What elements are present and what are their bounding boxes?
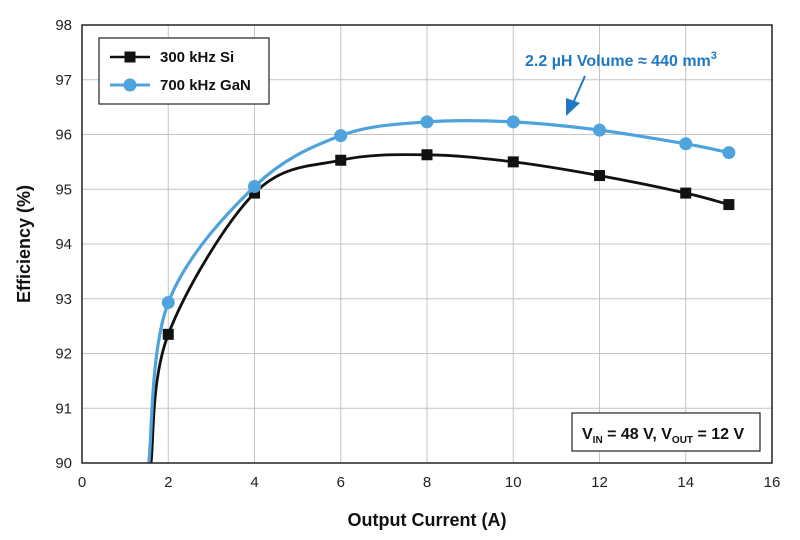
data-point-gan <box>593 123 606 137</box>
x-tick-label: 8 <box>423 474 431 491</box>
vout-subscript: OUT <box>672 435 693 446</box>
x-tick-label: 4 <box>250 474 258 491</box>
data-point-si <box>249 187 260 199</box>
data-point-gan <box>334 129 348 143</box>
x-tick-label: 16 <box>764 474 781 491</box>
data-point-si <box>723 199 735 211</box>
series-line-gan <box>147 118 730 464</box>
y-tick-label: 94 <box>55 236 72 253</box>
legend-marker-si <box>124 51 136 63</box>
x-tick-label: 6 <box>337 474 345 491</box>
x-tick-label: 12 <box>591 474 608 491</box>
data-point-si <box>594 170 605 182</box>
x-tick-label: 14 <box>677 474 694 491</box>
data-point-gan <box>161 296 175 310</box>
volume-annotation: 2.2 µH Volume ≈ 440 mm3 <box>525 50 717 116</box>
data-point-gan <box>679 137 693 151</box>
annotation-arrow-head <box>566 98 580 116</box>
y-tick-label: 90 <box>55 455 72 472</box>
conditions-text: VIN = 48 V, VOUT = 12 V <box>582 426 745 446</box>
data-point-si <box>335 154 347 166</box>
y-axis-title: Efficiency (%) <box>14 185 34 303</box>
grid <box>82 25 772 463</box>
vin-subscript: IN <box>593 435 603 446</box>
tick-labels: 0 2 4 6 8 10 12 14 16 90 91 92 93 94 95 96 97 98 <box>55 17 780 491</box>
x-tick-label: 0 <box>78 474 86 491</box>
y-tick-label: 96 <box>55 127 72 144</box>
data-point-si <box>421 149 433 161</box>
data-point-si <box>680 187 692 199</box>
y-tick-label: 93 <box>55 291 72 308</box>
legend-label-si: 300 kHz Si <box>160 49 234 66</box>
data-point-gan <box>506 115 520 129</box>
series-layer <box>147 115 736 464</box>
legend-box <box>98 37 270 105</box>
y-tick-label: 91 <box>55 400 72 417</box>
x-tick-label: 10 <box>505 474 522 491</box>
x-tick-label: 2 <box>164 474 172 491</box>
y-tick-label: 97 <box>55 72 72 89</box>
legend-marker-gan <box>123 78 137 92</box>
annotation-superscript: 3 <box>711 50 717 62</box>
data-point-si <box>507 156 519 168</box>
annotation-arrow-shaft <box>573 75 586 102</box>
data-point-gan <box>722 146 736 160</box>
data-point-gan <box>420 115 434 129</box>
y-tick-label: 92 <box>55 346 72 363</box>
x-axis-title: Output Current (A) <box>348 510 507 530</box>
data-point-si <box>162 328 174 340</box>
conditions-frame <box>571 412 761 452</box>
legend-label-gan: 700 kHz GaN <box>160 77 251 94</box>
conditions-box: VIN = 48 V, VOUT = 12 V <box>571 412 761 452</box>
plot-frame <box>81 24 773 464</box>
y-tick-label: 98 <box>55 17 72 34</box>
series-line-si <box>149 153 730 464</box>
y-tick-label: 95 <box>55 181 72 198</box>
annotation-text: 2.2 µH Volume ≈ 440 mm3 <box>525 50 717 70</box>
data-point-gan <box>248 180 261 194</box>
legend: 300 kHz Si 700 kHz GaN <box>98 37 270 105</box>
